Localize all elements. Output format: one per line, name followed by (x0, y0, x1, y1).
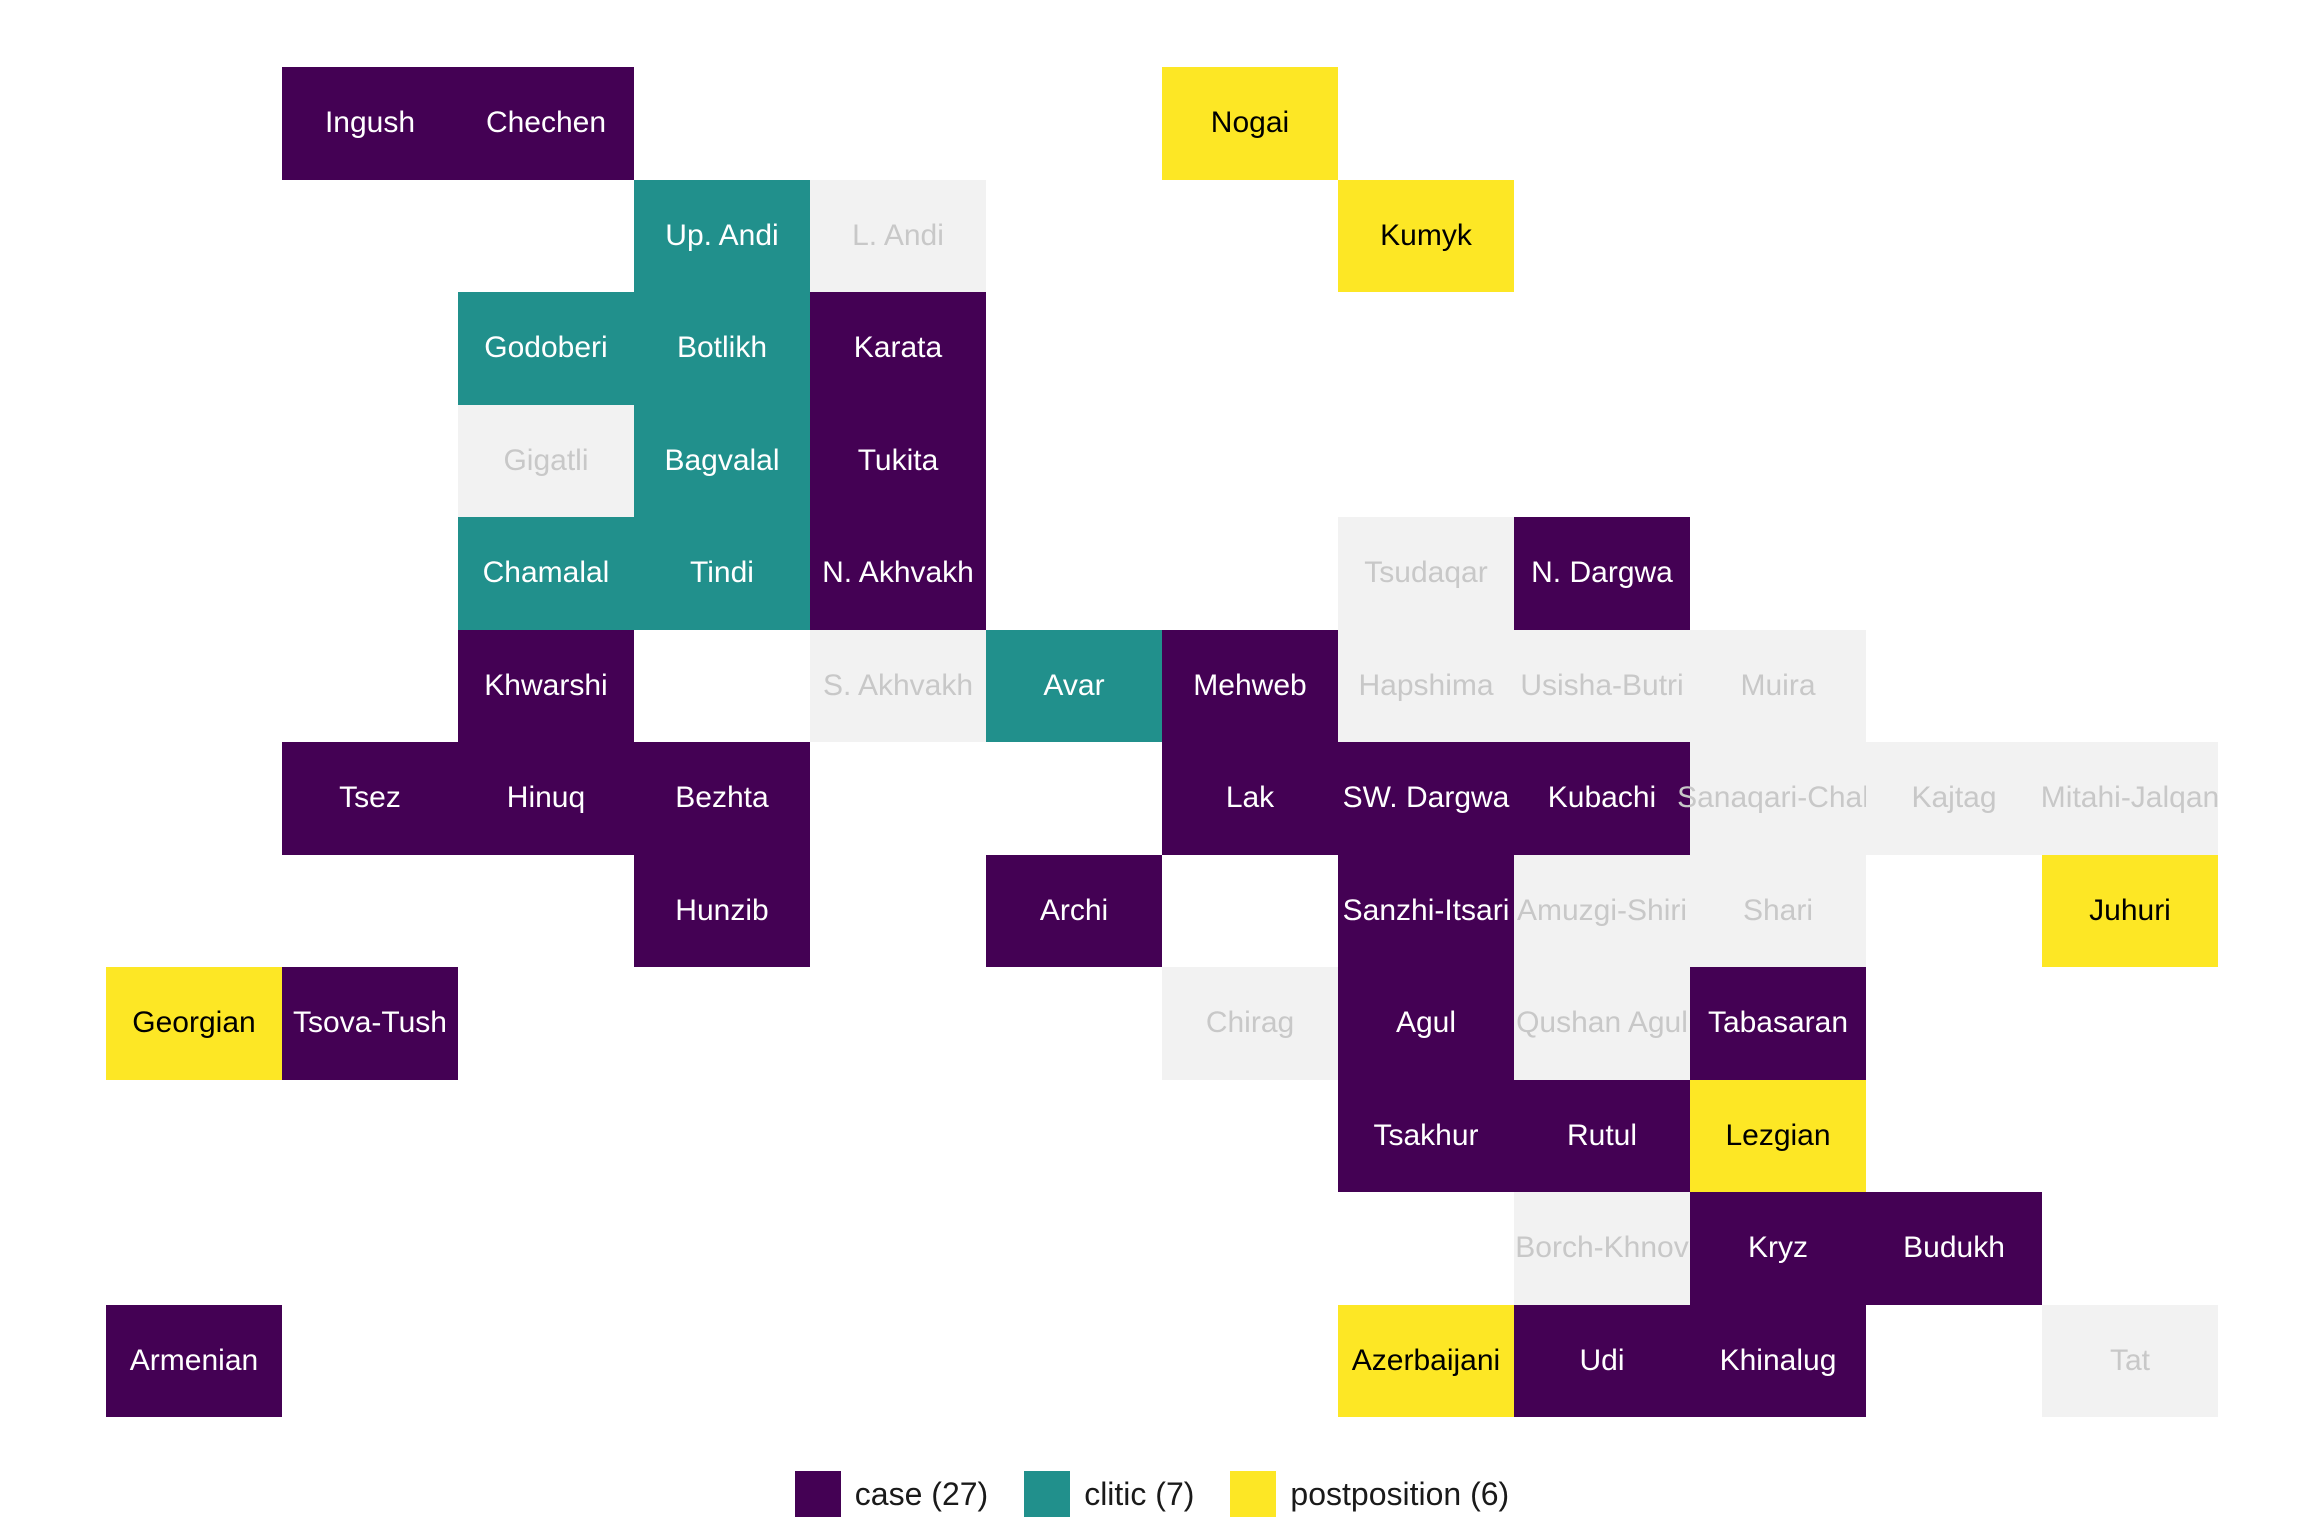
legend-swatch-postposition (1230, 1471, 1277, 1517)
tile-up-andi: Up. Andi (634, 179, 810, 292)
tile-khinalug: Khinalug (1690, 1304, 1866, 1417)
tile-kubachi: Kubachi (1514, 742, 1690, 855)
tile-agul: Agul (1338, 967, 1514, 1080)
tile-tsudaqar: Tsudaqar (1338, 517, 1514, 630)
tile-karata: Karata (810, 292, 986, 405)
tile-qushan-agul: Qushan Agul (1514, 967, 1690, 1080)
tile-l-andi: L. Andi (810, 179, 986, 292)
legend-swatch-clitic (1024, 1471, 1071, 1517)
tile-sanaqari-chah: Sanaqari-Chah (1677, 742, 1879, 855)
tile-tukita: Tukita (810, 404, 986, 517)
tile-ingush: Ingush (282, 67, 458, 180)
tile-mehweb: Mehweb (1162, 629, 1338, 742)
tile-tsez: Tsez (282, 742, 458, 855)
legend-item-clitic: clitic (7) (1024, 1471, 1194, 1517)
tile-rutul: Rutul (1514, 1079, 1690, 1192)
tile-n-dargwa: N. Dargwa (1514, 517, 1690, 630)
tile-tabasaran: Tabasaran (1690, 967, 1866, 1080)
tile-mitahi-jalqan: Mitahi-Jalqan (2041, 742, 2219, 855)
tile-shari: Shari (1690, 854, 1866, 967)
tile-georgian: Georgian (106, 967, 282, 1080)
legend-label-case: case (27) (854, 1475, 989, 1512)
tile-azerbaijani: Azerbaijani (1338, 1304, 1514, 1417)
tile-hunzib: Hunzib (634, 854, 810, 967)
tile-tat: Tat (2042, 1304, 2218, 1417)
tile-s-akhvakh: S. Akhvakh (810, 629, 986, 742)
tile-juhuri: Juhuri (2042, 854, 2218, 967)
tile-kumyk: Kumyk (1338, 179, 1514, 292)
legend-label-clitic: clitic (7) (1084, 1475, 1195, 1512)
tile-kajtag: Kajtag (1866, 742, 2042, 855)
tile-archi: Archi (986, 854, 1162, 967)
tile-tsova-tush: Tsova-Tush (282, 967, 458, 1080)
tile-sanzhi-itsari: Sanzhi-Itsari (1338, 854, 1514, 967)
tile-tindi: Tindi (634, 517, 810, 630)
tile-botlikh: Botlikh (634, 292, 810, 405)
tile-bezhta: Bezhta (634, 742, 810, 855)
tile-kryz: Kryz (1690, 1192, 1866, 1305)
tile-bagvalal: Bagvalal (634, 404, 810, 517)
legend-label-postposition: postposition (6) (1290, 1475, 1510, 1512)
tile-borch-khnov: Borch-Khnov (1514, 1192, 1690, 1305)
tile-chamalal: Chamalal (458, 517, 634, 630)
tile-budukh: Budukh (1866, 1192, 2042, 1305)
tile-nogai: Nogai (1162, 67, 1338, 180)
tile-lezgian: Lezgian (1690, 1079, 1866, 1192)
legend-swatch-case (794, 1471, 841, 1517)
tile-muira: Muira (1690, 629, 1866, 742)
tile-avar: Avar (986, 629, 1162, 742)
legend-item-case: case (27) (794, 1471, 989, 1517)
tile-chirag: Chirag (1162, 967, 1338, 1080)
tile-amuzgi-shiri: Amuzgi-Shiri (1514, 854, 1690, 967)
tile-chechen: Chechen (458, 67, 634, 180)
tile-godoberi: Godoberi (458, 292, 634, 405)
tile-tsakhur: Tsakhur (1338, 1079, 1514, 1192)
tile-hapshima: Hapshima (1338, 629, 1514, 742)
legend-item-postposition: postposition (6) (1230, 1471, 1509, 1517)
tile-sw-dargwa: SW. Dargwa (1338, 742, 1514, 855)
legend: case (27) clitic (7) postposition (6) (0, 1466, 2304, 1522)
tile-lak: Lak (1162, 742, 1338, 855)
tile-usisha-butri: Usisha-Butri (1514, 629, 1690, 742)
tile-hinuq: Hinuq (458, 742, 634, 855)
tile-khwarshi: Khwarshi (458, 629, 634, 742)
tile-gigatli: Gigatli (458, 404, 634, 517)
tile-udi: Udi (1514, 1304, 1690, 1417)
tile-armenian: Armenian (106, 1304, 282, 1417)
tile-n-akhvakh: N. Akhvakh (810, 517, 986, 630)
